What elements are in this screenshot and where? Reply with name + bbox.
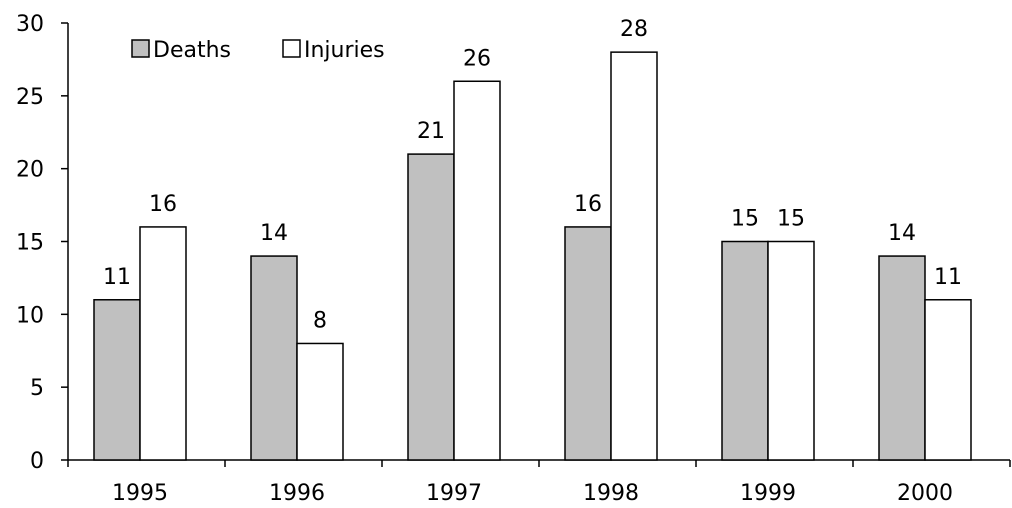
bar-injuries	[924, 299, 972, 461]
data-labels: 11 16 14 8 21 26 16 28 15 15 14 11	[103, 17, 962, 333]
legend-label-injuries: Injuries	[304, 38, 385, 63]
x-tick-label: 2000	[897, 481, 953, 506]
bar-injuries	[767, 240, 815, 461]
legend-label-deaths: Deaths	[153, 38, 231, 63]
x-tick-label: 1999	[740, 481, 796, 506]
y-tick-label: 15	[16, 231, 44, 256]
y-tick-label: 10	[16, 303, 44, 328]
x-tick-label: 1996	[269, 481, 325, 506]
data-label-deaths: 16	[574, 192, 602, 217]
data-label-injuries: 28	[620, 17, 648, 42]
y-tick-label: 0	[30, 449, 44, 474]
legend: Deaths Injuries	[131, 38, 385, 63]
y-tick-label: 25	[16, 85, 44, 110]
bar-deaths	[564, 226, 612, 461]
bar-injuries	[453, 80, 501, 461]
data-label-deaths: 15	[731, 207, 759, 232]
data-label-injuries: 8	[313, 308, 327, 333]
axes: 0 5 10 15 20 25 30 1995 1996 1997 1998 1999 2000	[16, 12, 1011, 506]
bar-deaths	[878, 255, 926, 461]
data-label-injuries: 16	[149, 192, 177, 217]
data-label-injuries: 11	[934, 265, 962, 290]
data-label-deaths: 14	[888, 221, 916, 246]
bars	[93, 51, 972, 461]
y-tick-label: 30	[16, 12, 44, 37]
bar-injuries	[139, 226, 187, 461]
bar-injuries	[296, 342, 344, 461]
x-tick-label: 1997	[426, 481, 482, 506]
data-label-injuries: 26	[463, 46, 491, 71]
y-tick-label: 5	[30, 376, 44, 401]
bar-deaths	[250, 255, 298, 461]
bar-deaths	[93, 299, 141, 461]
bar-injuries	[610, 51, 658, 461]
data-label-deaths: 14	[260, 221, 288, 246]
bar-deaths	[721, 240, 769, 461]
x-tick-label: 1995	[112, 481, 168, 506]
legend-swatch-deaths	[131, 39, 150, 58]
y-tick-label: 20	[16, 158, 44, 183]
x-tick-label: 1998	[583, 481, 639, 506]
legend-swatch-injuries	[282, 39, 301, 58]
data-label-deaths: 11	[103, 265, 131, 290]
data-label-deaths: 21	[417, 119, 445, 144]
data-label-injuries: 15	[777, 207, 805, 232]
bar-deaths	[407, 153, 455, 461]
